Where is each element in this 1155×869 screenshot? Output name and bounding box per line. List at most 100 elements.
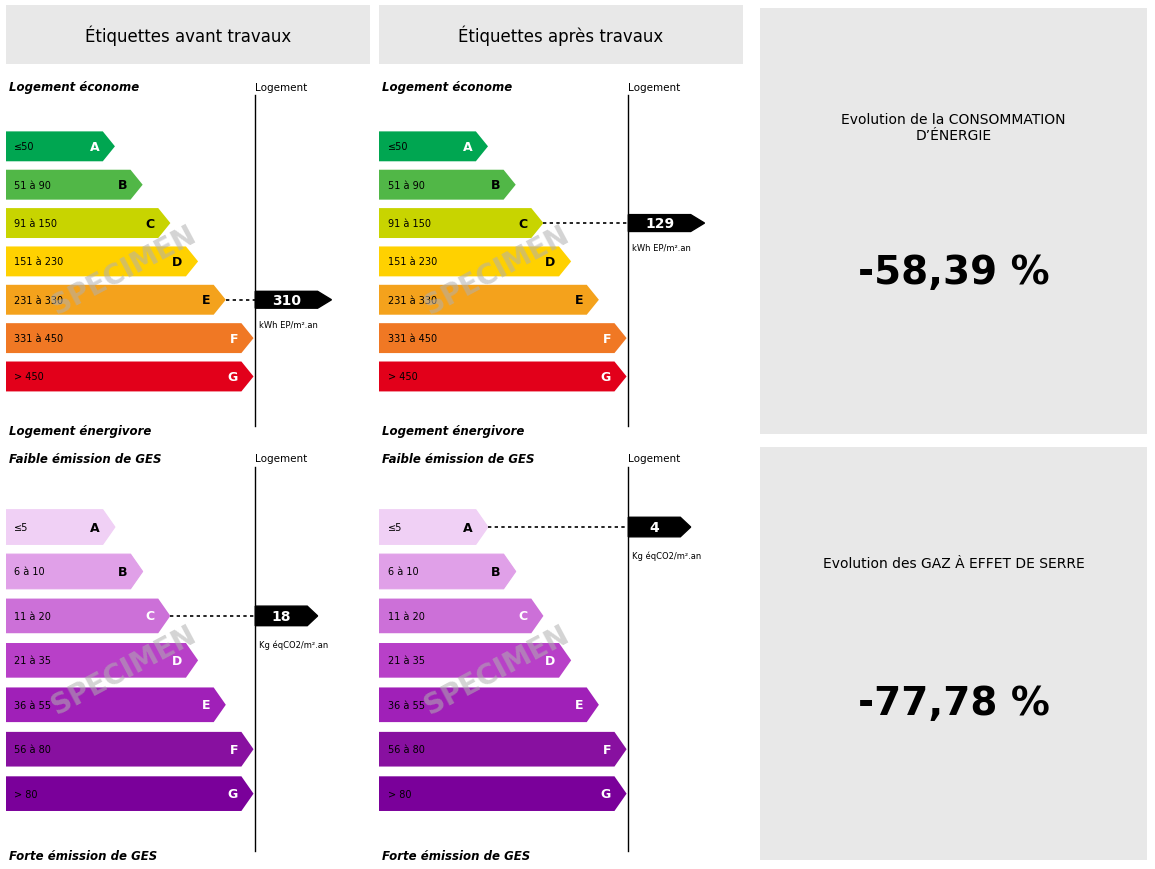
Text: 91 à 150: 91 à 150	[388, 219, 431, 229]
Text: ≤5: ≤5	[388, 522, 402, 533]
Text: 11 à 20: 11 à 20	[14, 611, 51, 621]
Text: Étiquettes avant travaux: Étiquettes avant travaux	[84, 25, 291, 46]
Text: 151 à 230: 151 à 230	[388, 257, 437, 267]
Text: E: E	[575, 294, 583, 307]
Text: D: D	[545, 255, 556, 269]
Polygon shape	[379, 209, 544, 239]
Polygon shape	[6, 732, 254, 766]
Polygon shape	[379, 132, 489, 163]
Text: ≤5: ≤5	[14, 522, 29, 533]
Text: C: C	[519, 610, 528, 623]
Text: 231 à 330: 231 à 330	[14, 295, 64, 305]
Text: A: A	[90, 521, 99, 534]
Text: Étiquettes après travaux: Étiquettes après travaux	[459, 25, 663, 46]
Polygon shape	[6, 132, 116, 163]
Text: Evolution des GAZ À EFFET DE SERRE: Evolution des GAZ À EFFET DE SERRE	[822, 556, 1085, 570]
Text: SPECIMEN: SPECIMEN	[46, 220, 201, 320]
Polygon shape	[379, 510, 489, 545]
Text: Logement énergivore: Logement énergivore	[9, 425, 151, 438]
Polygon shape	[6, 209, 171, 239]
Text: G: G	[228, 370, 238, 383]
Text: 51 à 90: 51 à 90	[388, 181, 424, 190]
Text: G: G	[601, 787, 611, 800]
Polygon shape	[379, 687, 599, 722]
Text: Forte émission de GES: Forte émission de GES	[9, 849, 157, 862]
Text: D: D	[172, 255, 182, 269]
Text: F: F	[603, 332, 611, 345]
Polygon shape	[255, 292, 331, 308]
Text: B: B	[118, 179, 127, 192]
Text: 331 à 450: 331 à 450	[14, 334, 64, 344]
Text: 129: 129	[644, 216, 675, 231]
Text: G: G	[228, 787, 238, 800]
Polygon shape	[379, 247, 572, 277]
Text: Logement: Logement	[255, 83, 307, 93]
Polygon shape	[628, 518, 691, 537]
Text: Logement: Logement	[628, 454, 680, 464]
Text: kWh EP/m².an: kWh EP/m².an	[632, 243, 691, 253]
Text: E: E	[202, 294, 210, 307]
Text: > 450: > 450	[388, 372, 417, 382]
Text: kWh EP/m².an: kWh EP/m².an	[259, 321, 318, 329]
Text: > 450: > 450	[14, 372, 44, 382]
Polygon shape	[379, 643, 572, 678]
Text: ≤50: ≤50	[14, 143, 35, 152]
Text: E: E	[202, 699, 210, 712]
Text: Faible émission de GES: Faible émission de GES	[382, 452, 535, 465]
Text: A: A	[463, 141, 472, 154]
Text: B: B	[491, 179, 500, 192]
Polygon shape	[6, 643, 199, 678]
Text: ≤50: ≤50	[388, 143, 408, 152]
Text: 331 à 450: 331 à 450	[388, 334, 437, 344]
Polygon shape	[6, 687, 226, 722]
Text: 6 à 10: 6 à 10	[14, 567, 45, 577]
Polygon shape	[379, 776, 626, 811]
Text: F: F	[230, 332, 238, 345]
Text: 21 à 35: 21 à 35	[14, 655, 52, 666]
Text: 56 à 80: 56 à 80	[14, 745, 51, 754]
Text: 6 à 10: 6 à 10	[388, 567, 418, 577]
Text: A: A	[90, 141, 99, 154]
Polygon shape	[379, 732, 626, 766]
Polygon shape	[6, 510, 116, 545]
Text: D: D	[172, 654, 182, 667]
Text: SPECIMEN: SPECIMEN	[419, 620, 574, 720]
Text: SPECIMEN: SPECIMEN	[46, 620, 201, 720]
Polygon shape	[628, 216, 705, 232]
Text: Kg éqCO2/m².an: Kg éqCO2/m².an	[632, 550, 701, 560]
Text: 36 à 55: 36 à 55	[14, 700, 52, 710]
Polygon shape	[379, 599, 544, 634]
Text: Logement: Logement	[255, 454, 307, 464]
Text: 51 à 90: 51 à 90	[14, 181, 51, 190]
Text: A: A	[463, 521, 472, 534]
Text: E: E	[575, 699, 583, 712]
Text: SPECIMEN: SPECIMEN	[419, 220, 574, 320]
Polygon shape	[379, 362, 626, 392]
Text: > 80: > 80	[14, 789, 38, 799]
Polygon shape	[6, 286, 226, 315]
Text: C: C	[146, 610, 155, 623]
Text: 4: 4	[649, 521, 660, 534]
Text: 36 à 55: 36 à 55	[388, 700, 425, 710]
Text: C: C	[519, 217, 528, 230]
Polygon shape	[6, 170, 143, 201]
Text: Kg éqCO2/m².an: Kg éqCO2/m².an	[259, 640, 328, 649]
Text: 310: 310	[271, 294, 301, 308]
Text: Logement énergivore: Logement énergivore	[382, 425, 524, 438]
Text: 231 à 330: 231 à 330	[388, 295, 437, 305]
Polygon shape	[6, 776, 254, 811]
Polygon shape	[6, 362, 254, 392]
Polygon shape	[255, 607, 318, 626]
Text: 151 à 230: 151 à 230	[14, 257, 64, 267]
Polygon shape	[6, 554, 143, 589]
Text: > 80: > 80	[388, 789, 411, 799]
Text: Logement économe: Logement économe	[382, 82, 513, 94]
Polygon shape	[6, 599, 171, 634]
Text: Faible émission de GES: Faible émission de GES	[9, 452, 162, 465]
Text: -58,39 %: -58,39 %	[858, 254, 1049, 292]
Polygon shape	[379, 286, 599, 315]
Polygon shape	[6, 324, 254, 354]
Text: 56 à 80: 56 à 80	[388, 745, 424, 754]
Text: F: F	[603, 743, 611, 756]
Text: Evolution de la CONSOMMATION
D’ÉNERGIE: Evolution de la CONSOMMATION D’ÉNERGIE	[841, 113, 1066, 143]
